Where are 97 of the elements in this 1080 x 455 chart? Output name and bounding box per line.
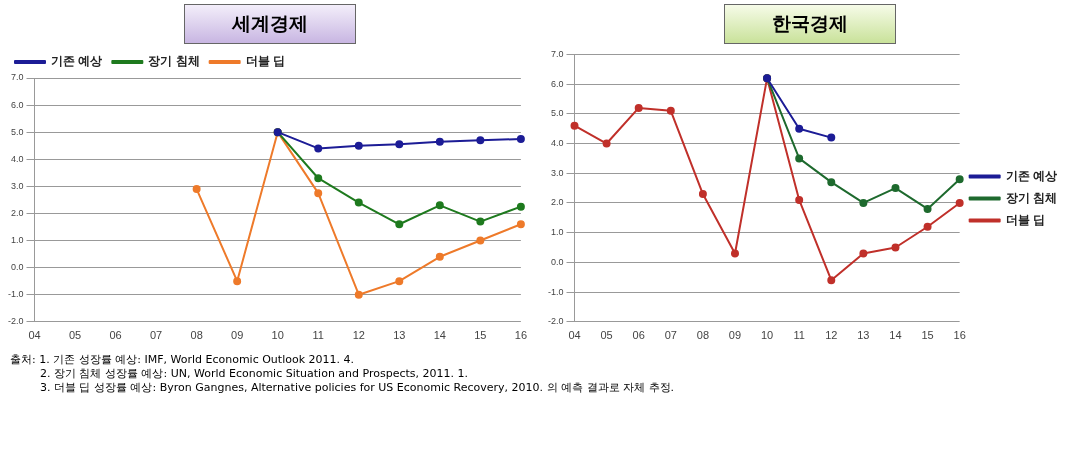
point [354,198,363,207]
x-tick-label: 11 [312,329,324,342]
legend-label: 기존 예상 [1005,168,1058,183]
x-tick-label: 08 [696,329,710,342]
legend-label: 장기 침체 [1005,190,1058,205]
point [955,175,964,184]
point [923,204,932,213]
x-tick-label: 15 [474,329,487,342]
y-tick-label: 6.0 [10,99,24,110]
legend-label: 장기 침체 [148,54,200,69]
text: 2. 장기 침체 성장률 예상: UN, World Economic Situation and Prospects, 2011. 1. [39,367,470,381]
point [476,236,485,245]
source-note: 출처: 1. 기존 성장률 예상: IMF, World Economic Outlook 2011. 4. [10,353,356,367]
point [570,121,579,130]
x-tick-label: 12 [352,329,365,342]
y-tick-label: 4.0 [10,153,24,164]
point [476,217,485,226]
point [666,106,675,115]
point [435,137,444,146]
y-tick-label: 2.0 [10,207,24,218]
y-tick-label: 1.0 [10,235,24,246]
legend-label: 더블 딥 [245,54,286,69]
x-tick-label: 05 [600,329,613,342]
point [923,222,932,231]
point [476,136,485,145]
point [314,189,323,198]
point [435,252,444,261]
point [827,133,836,142]
point [795,124,804,133]
point [192,185,201,194]
x-tick-label: 08 [190,329,203,342]
legend-label: 더블 딥 [1005,212,1046,227]
y-tick-label: 4.0 [550,138,564,149]
point [891,184,900,193]
point [859,249,868,258]
point [698,190,707,199]
x-tick-label: 13 [393,329,406,342]
point [395,277,404,286]
y-tick-label: -2.0 [7,316,24,327]
y-tick-label: 0.0 [10,262,24,273]
point [795,195,804,204]
x-tick-label: 14 [889,329,902,342]
point [233,277,242,286]
point [602,139,611,148]
point [955,198,964,207]
x-tick-label: 13 [857,329,870,342]
x-tick-label: 12 [825,329,838,342]
chart-title: 한국경제 [724,4,896,44]
x-tick-label: 06 [632,329,645,342]
x-tick-label: 05 [68,329,82,342]
point [314,174,323,183]
y-tick-label: 5.0 [10,126,24,137]
text: 3. 더블 딥 성장률 예상: Byron Gangnes, Alternative policies for US Economic Recovery, 2010. 의 예측 결과로 자체 추정. [39,381,676,395]
point [395,220,404,229]
x-tick-label: 16 [953,329,966,342]
y-tick-label: -1.0 [7,289,24,300]
x-tick-label: 10 [271,329,284,342]
x-tick-label: 15 [921,329,934,342]
x-tick-label: 09 [728,329,742,342]
x-tick-label: 16 [514,329,528,342]
y-tick-label: 5.0 [550,108,564,119]
y-tick-label: 7.0 [550,48,564,59]
x-tick-label: 07 [664,329,677,342]
y-tick-label: 7.0 [10,72,24,83]
x-tick-label: 07 [149,329,163,342]
point [314,144,323,153]
point [859,198,868,207]
point [354,290,363,299]
y-tick-label: 2.0 [550,197,564,208]
point [795,154,804,163]
x-tick-label: 04 [568,329,581,342]
point [354,141,363,150]
point [516,220,525,229]
y-tick-label: 1.0 [550,227,564,238]
point [516,202,525,211]
y-tick-label: 3.0 [550,167,564,178]
point [516,134,525,143]
x-tick-label: 14 [433,329,446,342]
y-tick-label: -2.0 [547,316,564,327]
point [435,201,444,210]
point [395,140,404,149]
point [634,103,643,112]
chart-title: 세계경제 [184,4,356,44]
x-tick-label: 06 [109,329,122,342]
y-tick-label: 6.0 [550,78,564,89]
x-tick-label: 10 [760,329,774,342]
x-tick-label: 04 [28,329,41,342]
x-tick-label: 09 [231,329,244,342]
point [827,178,836,187]
legend-label: 기존 예상 [51,54,103,69]
x-tick-label: 11 [793,329,805,342]
y-tick-label: -1.0 [547,286,564,297]
y-tick-label: 0.0 [550,256,564,267]
point [891,243,900,252]
y-tick-label: 3.0 [10,180,24,191]
point [730,249,739,258]
point [827,276,836,285]
